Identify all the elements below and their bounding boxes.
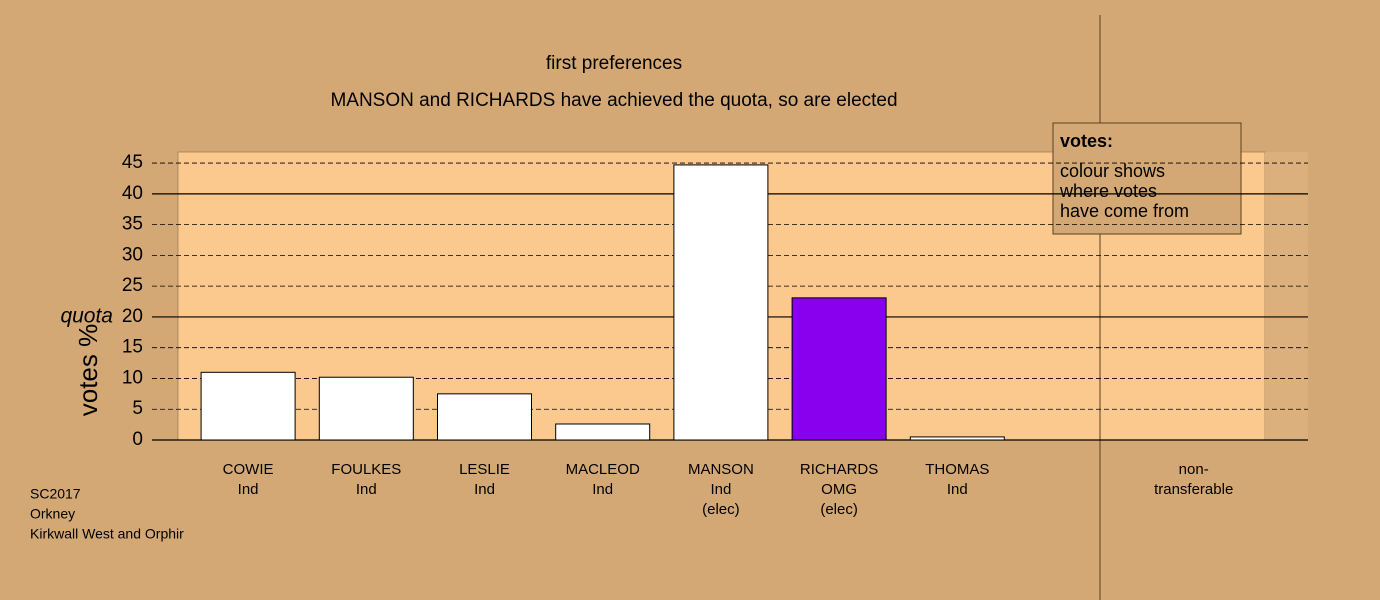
x-tick-label: Ind (710, 481, 731, 498)
y-tick-label: 25 (122, 275, 143, 296)
y-tick-label: 20 (122, 306, 143, 327)
y-tick-label: 35 (122, 214, 143, 235)
bar (200, 371, 296, 441)
y-tick-label: 40 (122, 183, 143, 204)
y-tick-label: 5 (132, 398, 143, 419)
bar (909, 436, 1005, 441)
legend-title: votes: (1060, 131, 1113, 151)
y-tick-label: 10 (122, 367, 143, 388)
bar (791, 297, 887, 441)
x-tick-label: Ind (356, 481, 377, 498)
x-tick-label: (elec) (820, 501, 858, 518)
legend-text: have come from (1060, 201, 1189, 221)
bar (437, 393, 532, 441)
legend-text: where votes (1059, 181, 1157, 201)
y-tick-label: 30 (122, 244, 143, 265)
x-tick-label: RICHARDS (800, 461, 878, 478)
chart-subtitle: MANSON and RICHARDS have achieved the qu… (330, 90, 897, 111)
legend-box (1052, 122, 1242, 235)
y-tick-label: 0 (132, 429, 143, 450)
x-tick-label: non- (1179, 461, 1209, 478)
bar (673, 164, 769, 441)
bar (318, 376, 414, 441)
x-tick-label: COWIE (223, 461, 274, 478)
footnote: SC2017 (30, 486, 81, 502)
x-tick-label: Ind (592, 481, 613, 498)
side-area (1265, 152, 1308, 440)
x-tick-label: Ind (474, 481, 495, 498)
y-axis-label: votes % (73, 324, 103, 417)
x-tick-label: MACLEOD (566, 461, 640, 478)
x-tick-label: (elec) (702, 501, 740, 518)
legend-text: colour shows (1060, 161, 1165, 181)
x-tick-label: OMG (821, 481, 857, 498)
x-tick-label: LESLIE (459, 461, 510, 478)
footnote: Kirkwall West and Orphir (30, 526, 184, 542)
x-tick-label: THOMAS (925, 461, 989, 478)
y-tick-label: 45 (122, 152, 143, 173)
bar (555, 423, 651, 441)
x-tick-label: FOULKES (331, 461, 401, 478)
x-tick-label: Ind (947, 481, 968, 498)
x-tick-label: MANSON (688, 461, 754, 478)
x-tick-label: transferable (1154, 481, 1233, 498)
chart-title: first preferences (546, 53, 682, 74)
quota-label: quota (60, 304, 113, 327)
footnote: Orkney (30, 506, 75, 522)
y-tick-label: 15 (122, 337, 143, 358)
x-tick-label: Ind (238, 481, 259, 498)
